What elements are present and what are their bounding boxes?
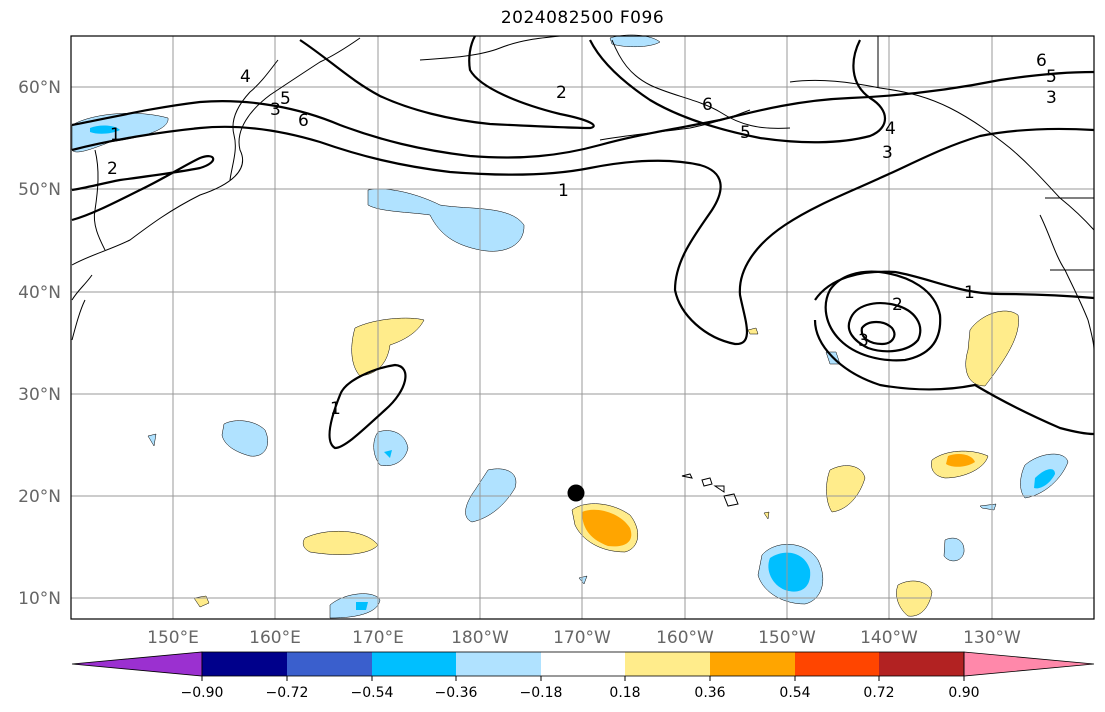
lon-label: 160°W (656, 628, 714, 648)
lon-label: 170°W (553, 628, 611, 648)
lon-label: 130°W (963, 628, 1021, 648)
colorbar-tick-label: 0.54 (779, 685, 810, 701)
lat-label: 10°N (18, 589, 61, 609)
colorbar-segment (541, 652, 625, 676)
contour-label: 5 (740, 123, 751, 143)
colorbar-segment (287, 652, 372, 676)
colorbar-tick-label: −0.18 (520, 685, 563, 701)
colorbar-segment (795, 652, 879, 676)
lat-label: 60°N (18, 78, 61, 98)
contour-label: 3 (882, 143, 893, 163)
contour-label: 1 (110, 125, 121, 145)
contour-label: 5 (280, 89, 291, 109)
map-frame (70, 35, 1095, 620)
colorbar-tick-label: −0.90 (181, 685, 224, 701)
contour-label: 4 (240, 67, 251, 87)
anomaly-shading (71, 34, 1069, 619)
contour-label: 4 (885, 119, 896, 139)
longitude-labels: 150°E 160°E 170°E 180°W 170°W 160°W 150°… (147, 628, 1021, 648)
colorbar-tick-label: −0.72 (266, 685, 309, 701)
colorbar-tick-label: −0.54 (351, 685, 394, 701)
contour-label: 3 (1046, 88, 1057, 108)
lat-label: 50°N (18, 180, 61, 200)
contour-lines (71, 35, 1095, 450)
map-title: 2024082500 F096 (500, 8, 665, 28)
location-marker (567, 484, 585, 502)
coastlines (71, 35, 1095, 507)
colorbar-segment (625, 652, 710, 676)
lat-label: 40°N (18, 283, 61, 303)
colorbar-segment (879, 652, 964, 676)
contour-label: 1 (330, 399, 341, 419)
lon-label: 150°W (758, 628, 816, 648)
map-gridlines (71, 36, 1094, 619)
contour-label: 6 (298, 111, 309, 131)
colorbar-extend-low (71, 651, 203, 677)
lon-label: 170°E (352, 628, 404, 648)
colorbar-tick-label: 0.36 (694, 685, 725, 701)
colorbar-tick-label: 0.72 (863, 685, 894, 701)
colorbar-tick-label: 0.90 (948, 685, 979, 701)
contour-label: 6 (1036, 51, 1047, 71)
contour-label-group: 1 2 4 3 5 6 2 6 5 3 4 1 2 5 6 5 3 1 2 3 … (107, 51, 1057, 419)
contour-label: 2 (892, 295, 903, 315)
lat-label: 30°N (18, 385, 61, 405)
colorbar-extend-high (963, 651, 1095, 677)
colorbar-segment (710, 652, 795, 676)
colorbar-tick-label: 0.18 (609, 685, 640, 701)
colorbar-segment (372, 652, 456, 676)
latitude-labels: 60°N 50°N 40°N 30°N 20°N 10°N (18, 78, 61, 609)
colorbar-segment (202, 652, 287, 676)
lat-label: 20°N (18, 487, 61, 507)
colorbar-segment (456, 652, 541, 676)
contour-label: 5 (1046, 67, 1057, 87)
contour-label: 2 (107, 159, 118, 179)
contour-label: 6 (702, 95, 713, 115)
contour-label: 3 (858, 331, 869, 351)
lon-label: 160°E (249, 628, 301, 648)
colorbar-tick-label: −0.36 (435, 685, 478, 701)
contour-label: 1 (558, 181, 569, 201)
lon-label: 150°E (147, 628, 199, 648)
contour-label: 3 (270, 100, 281, 120)
lon-label: 140°W (860, 628, 918, 648)
lon-label: 180°W (451, 628, 509, 648)
contour-label: 2 (556, 83, 567, 103)
colorbar: −0.90 −0.72 −0.54 −0.36 −0.18 0.18 0.36 … (71, 651, 1095, 701)
contour-label: 1 (964, 283, 975, 303)
